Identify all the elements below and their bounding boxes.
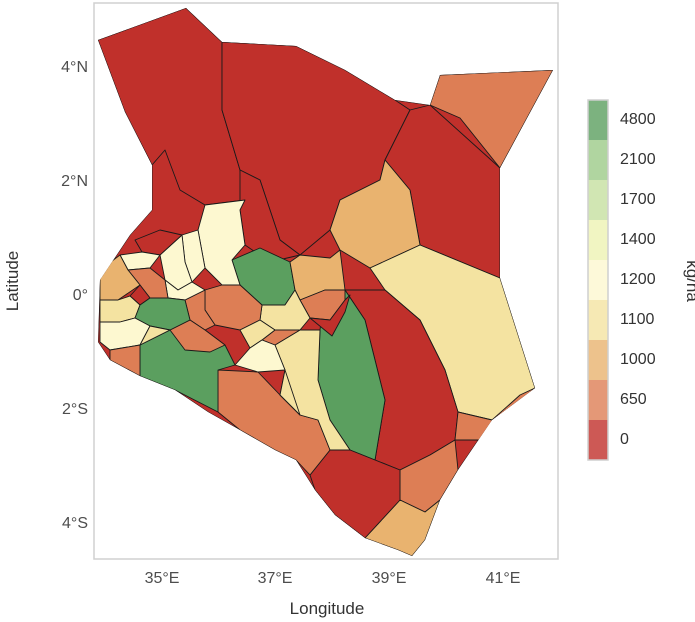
legend-swatch	[588, 300, 608, 340]
county-kwale	[364, 499, 441, 556]
y-tick-label: 2°S	[62, 401, 88, 418]
county-machakos	[279, 369, 301, 416]
x-tick-label: 37°E	[258, 570, 293, 587]
x-tick-label: 35°E	[145, 570, 180, 587]
legend-swatch	[588, 180, 608, 220]
legend-entry-label: 650	[620, 391, 647, 408]
x-tick-label: 39°E	[372, 570, 407, 587]
legend-swatch	[588, 380, 608, 420]
legend-entry-label: 1400	[620, 231, 656, 248]
legend-swatch	[588, 140, 608, 180]
y-axis: 4°N 2°N 0° 2°S 4°S Latitude	[3, 59, 88, 532]
y-tick-label: 2°N	[61, 173, 88, 190]
legend-entry-label: 1700	[620, 191, 656, 208]
legend-swatch	[588, 420, 608, 460]
legend-border	[587, 99, 609, 461]
county-nyandarua	[239, 319, 276, 349]
y-tick-label: 0°	[73, 287, 88, 304]
legend-entry-label: 0	[620, 431, 629, 448]
legend-entry-label: 2100	[620, 151, 656, 168]
county-mandera	[429, 69, 553, 169]
x-tick-label: 41°E	[486, 570, 521, 587]
legend: 4800 2100 1700 1400 1200 1100 1000 650 0…	[587, 99, 695, 461]
legend-swatch	[588, 220, 608, 260]
x-axis-title: Longitude	[290, 599, 365, 618]
y-axis-title: Latitude	[3, 251, 22, 312]
county-migori	[109, 344, 141, 377]
legend-entry-label: 1100	[620, 311, 655, 328]
legend-entry-label: 1200	[620, 271, 656, 288]
county-kajiado	[217, 369, 331, 476]
x-axis: 35°E 37°E 39°E 41°E Longitude	[145, 570, 521, 618]
legend-swatch	[588, 340, 608, 380]
legend-swatch	[588, 260, 608, 300]
legend-swatch	[588, 100, 608, 140]
county-kisii	[139, 325, 171, 346]
kenya-regions	[98, 8, 553, 556]
legend-title: kg/ha	[683, 260, 695, 302]
county-embu	[309, 294, 351, 337]
legend-entry-label: 4800	[620, 111, 656, 128]
county-trans-nzoia	[134, 229, 183, 256]
legend-entry-label: 1000	[620, 351, 656, 368]
y-tick-label: 4°N	[61, 59, 88, 76]
y-tick-label: 4°S	[62, 515, 88, 532]
